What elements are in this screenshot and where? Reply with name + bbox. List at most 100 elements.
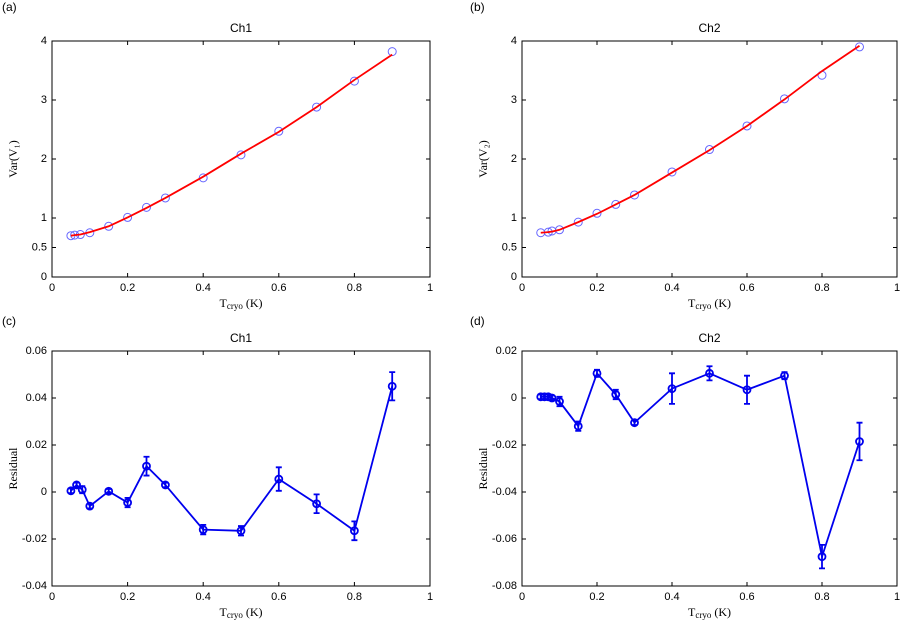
data-point <box>104 221 114 231</box>
y-tick-label: 1 <box>511 212 517 224</box>
data-point <box>705 368 714 378</box>
x-tick-label: 0.6 <box>739 282 754 294</box>
data-point <box>198 173 208 183</box>
y-tick-label: -0.02 <box>492 439 517 451</box>
x-axis-label-main: T <box>688 605 696 619</box>
data-point <box>104 486 114 496</box>
y-tick-label: 0.5 <box>32 241 47 253</box>
x-tick-label: 0.2 <box>589 282 604 294</box>
data-line <box>540 44 861 234</box>
data-point <box>742 385 752 395</box>
y-tick-label: 4 <box>41 35 47 47</box>
data-point <box>555 397 564 406</box>
y-tick-label: -0.02 <box>22 533 47 545</box>
panel-label: (a) <box>2 0 17 14</box>
data-point <box>573 421 583 431</box>
data-line <box>70 386 394 533</box>
x-tick-label: 0 <box>49 591 55 603</box>
data-point <box>630 190 639 200</box>
x-axis-label-sub: cryo <box>695 610 711 620</box>
data-point <box>573 217 583 227</box>
error-bar <box>313 493 320 515</box>
axes-frame <box>521 40 898 278</box>
data-point <box>667 167 677 177</box>
data-point <box>123 212 133 222</box>
data-point <box>705 145 714 155</box>
data-point <box>77 485 87 495</box>
error-bar <box>389 371 396 402</box>
error-bar <box>669 372 675 405</box>
x-axis-label-sub: cryo <box>227 610 243 620</box>
data-point <box>630 418 639 428</box>
x-tick-label: 0.8 <box>347 591 362 603</box>
y-tick-label: 2 <box>41 153 47 165</box>
data-point <box>274 126 284 136</box>
data-point <box>817 552 827 562</box>
y-tick-label: 0.5 <box>502 241 517 253</box>
chart-title: Ch1 <box>230 21 252 35</box>
data-point <box>236 150 246 160</box>
error-bar <box>819 543 825 570</box>
error-bar <box>275 466 282 492</box>
y-tick-label: 4 <box>511 35 517 47</box>
y-tick-label: 0 <box>511 392 517 404</box>
data-line <box>70 53 393 237</box>
data-point <box>387 47 397 57</box>
x-axis-label: Tcryo (K) <box>688 605 731 620</box>
error-bar <box>351 520 358 542</box>
panel: (b) Ch2 0 0.2 0.4 0.6 0.8 1 0 0.5 1 2 3 4 Var(V₂) Tcryo… <box>470 0 900 311</box>
x-tick-label: 1 <box>894 591 900 603</box>
x-axis-label: Tcryo (K) <box>688 296 731 311</box>
x-tick-label: 1 <box>894 282 900 294</box>
y-axis-label: Var(V₁) <box>6 140 20 178</box>
x-tick-label: 0.4 <box>196 282 211 294</box>
x-axis-label-sub: cryo <box>695 301 711 311</box>
x-tick-label: 0.8 <box>347 282 362 294</box>
y-tick-label: -0.04 <box>492 486 517 498</box>
data-point <box>592 368 602 378</box>
error-bar <box>143 455 150 477</box>
y-tick-label: -0.06 <box>492 533 517 545</box>
y-tick-label: 0.02 <box>496 345 517 357</box>
y-tick-label: 0 <box>41 486 47 498</box>
x-axis-label-main: T <box>219 605 227 619</box>
x-tick-label: 0 <box>519 591 525 603</box>
data-point <box>855 437 864 446</box>
y-tick-label: 0.04 <box>26 392 47 404</box>
x-tick-label: 0.6 <box>271 591 286 603</box>
x-tick-label: 0.4 <box>196 591 211 603</box>
error-bar <box>856 421 863 462</box>
y-tick-label: 0.06 <box>26 345 47 357</box>
data-point <box>780 94 789 104</box>
x-tick-label: 0.2 <box>120 591 135 603</box>
data-point <box>123 498 132 507</box>
x-axis-label-unit: (K) <box>714 605 731 619</box>
panel-label: (c) <box>2 314 16 328</box>
data-point <box>555 225 564 235</box>
axes-frame <box>51 350 431 587</box>
x-axis-label: Tcryo (K) <box>219 296 262 311</box>
x-tick-label: 0.2 <box>120 282 135 294</box>
x-axis-label-sub: cryo <box>227 301 243 311</box>
y-tick-label: 0 <box>511 271 517 283</box>
x-tick-label: 0.6 <box>271 282 286 294</box>
x-axis-label-unit: (K) <box>246 296 263 310</box>
x-axis-label-main: T <box>219 296 227 310</box>
data-point <box>349 76 359 86</box>
data-point <box>611 390 621 399</box>
data-point <box>387 381 397 391</box>
data-point <box>142 461 151 471</box>
data-point <box>742 121 752 131</box>
data-point <box>312 499 322 509</box>
y-tick-label: 3 <box>511 94 517 106</box>
y-axis-label: Var(V₂) <box>476 140 490 178</box>
data-point <box>142 202 151 212</box>
data-point <box>855 42 864 52</box>
panel: (d) Ch2 0 0.2 0.4 0.6 0.8 1 -0.08 -0.06 -0.04 -0.02… <box>470 314 900 620</box>
chart-title: Ch2 <box>698 331 720 345</box>
y-tick-label: 1 <box>41 212 47 224</box>
x-tick-label: 0.4 <box>664 591 679 603</box>
y-tick-label: 0 <box>41 271 47 283</box>
x-axis-label-unit: (K) <box>714 296 731 310</box>
